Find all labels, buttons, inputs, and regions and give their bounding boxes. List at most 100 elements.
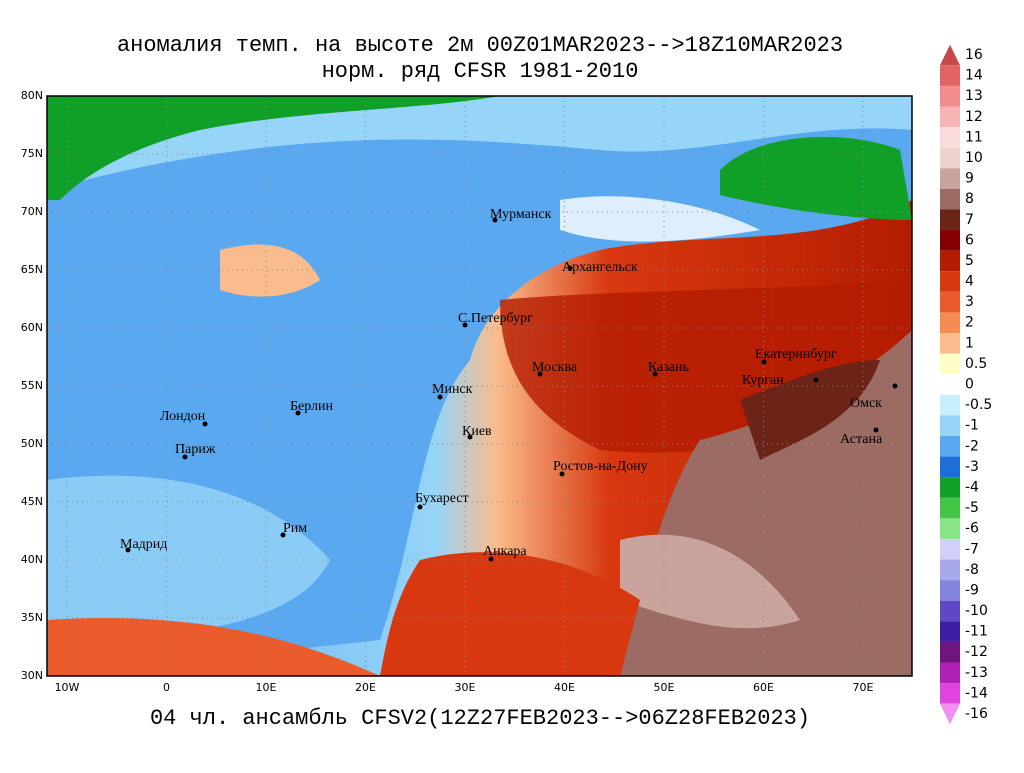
city-dot bbox=[559, 471, 565, 477]
city-dot bbox=[295, 410, 301, 416]
lat-label: 50N bbox=[21, 437, 43, 450]
city-label: Минск bbox=[432, 382, 473, 397]
city-dot bbox=[467, 434, 473, 440]
city-dot bbox=[873, 427, 879, 433]
colorbar-box bbox=[940, 353, 960, 375]
colorbar-box bbox=[940, 85, 960, 107]
colorbar-box bbox=[940, 147, 960, 169]
lat-label: 40N bbox=[21, 553, 43, 566]
city-label: Киев bbox=[462, 424, 492, 439]
city-dot bbox=[813, 377, 819, 383]
colorbar-label: 6 bbox=[965, 232, 974, 248]
colorbar-label: -4 bbox=[965, 479, 979, 495]
colorbar-label: 11 bbox=[965, 129, 983, 145]
colorbar-label: -6 bbox=[965, 521, 979, 537]
city-dot bbox=[280, 532, 286, 538]
city-label: Курган bbox=[742, 373, 784, 388]
colorbar-box bbox=[940, 271, 960, 292]
colorbar-box bbox=[940, 168, 960, 189]
colorbar-label: -16 bbox=[965, 706, 988, 722]
city-label: Астана bbox=[840, 432, 883, 447]
colorbar-box bbox=[940, 559, 960, 581]
lon-label: 70E bbox=[853, 681, 874, 694]
colorbar-box bbox=[940, 312, 960, 334]
city-dot bbox=[892, 383, 898, 389]
colorbar-label: 8 bbox=[965, 191, 974, 207]
city-label: Ростов-на-Дону bbox=[553, 459, 648, 474]
lon-label: 50E bbox=[654, 681, 675, 694]
lon-label: 10W bbox=[55, 681, 80, 694]
colorbar-label: -5 bbox=[965, 500, 979, 516]
colorbar-box bbox=[940, 683, 960, 704]
colorbar-box bbox=[940, 65, 960, 86]
lon-label: 60E bbox=[753, 681, 774, 694]
colorbar-label: 10 bbox=[965, 150, 983, 166]
lat-label: 45N bbox=[21, 495, 43, 508]
colorbar-label: -8 bbox=[965, 562, 979, 578]
lat-label: 65N bbox=[21, 263, 43, 276]
city-dot bbox=[761, 359, 767, 365]
city-label: Берлин bbox=[290, 399, 334, 414]
colorbar-label: -10 bbox=[965, 603, 988, 619]
lon-label: 20E bbox=[355, 681, 376, 694]
city-dot bbox=[492, 217, 498, 223]
city-dot bbox=[182, 454, 188, 460]
colorbar-label: 7 bbox=[965, 212, 974, 228]
colorbar-label: 4 bbox=[965, 274, 974, 290]
city-label: С.Петербург bbox=[458, 311, 533, 326]
colorbar-label: 12 bbox=[965, 109, 983, 125]
colorbar-box bbox=[940, 127, 960, 148]
colorbar-box bbox=[940, 600, 960, 622]
city-label: Лондон bbox=[160, 409, 206, 424]
city-label: Омск bbox=[850, 396, 882, 411]
city-label: Архангельск bbox=[562, 260, 638, 275]
colorbar-box bbox=[940, 106, 960, 128]
colorbar-box bbox=[940, 538, 960, 560]
cities: Мурманск Архангельск С.Петербург Москва Каза… bbox=[120, 207, 898, 562]
colorbar-box bbox=[940, 188, 960, 210]
colorbar-label: -13 bbox=[965, 665, 988, 681]
colorbar-box bbox=[940, 394, 960, 416]
lat-label: 70N bbox=[21, 205, 43, 218]
colorbar-box bbox=[940, 374, 960, 395]
city-dot bbox=[537, 371, 543, 377]
colorbar-box bbox=[940, 518, 960, 539]
city-label: Анкара bbox=[483, 544, 527, 559]
colorbar-label: 0.5 bbox=[965, 356, 987, 372]
colorbar-label: -14 bbox=[965, 685, 988, 701]
colorbar-label: 13 bbox=[965, 88, 983, 104]
city-dot bbox=[202, 421, 208, 427]
lat-label: 55N bbox=[21, 379, 43, 392]
title: аномалия темп. на высоте 2м 00Z01MAR2023… bbox=[117, 33, 843, 58]
colorbar-box bbox=[940, 641, 960, 663]
lon-label: 30E bbox=[455, 681, 476, 694]
colorbar-label: 3 bbox=[965, 294, 974, 310]
lat-label: 60N bbox=[21, 321, 43, 334]
footer: 04 чл. ансамбль CFSV2(12Z27FEB2023-->06Z… bbox=[150, 706, 810, 731]
colorbar-label: 1 bbox=[965, 335, 974, 351]
city-dot bbox=[462, 322, 468, 328]
colorbar-label: 16 bbox=[965, 47, 983, 63]
city-label: Бухарест bbox=[415, 491, 469, 506]
city-label: Мадрид bbox=[120, 537, 167, 552]
colorbar-box bbox=[940, 291, 960, 313]
colorbar-label: 2 bbox=[965, 315, 974, 331]
city-label: Рим bbox=[283, 521, 307, 536]
lat-label: 75N bbox=[21, 147, 43, 160]
lat-label: 80N bbox=[21, 89, 43, 102]
lon-label: 10E bbox=[256, 681, 277, 694]
colorbar-label: -3 bbox=[965, 459, 979, 475]
colorbar-label: 14 bbox=[965, 68, 983, 84]
colorbar-box bbox=[940, 435, 960, 457]
colorbar-box bbox=[940, 662, 960, 684]
city-dot bbox=[125, 547, 131, 553]
anomaly-field bbox=[47, 96, 912, 676]
colorbar-box bbox=[940, 456, 960, 478]
city-dot bbox=[652, 371, 658, 377]
colorbar-label: -1 bbox=[965, 418, 979, 434]
colorbar-box bbox=[940, 477, 960, 498]
colorbar: 16 14 13 12 11 10 9 8 7 6 5 4 3 2 1 0.5 0 -0.5 -1 -2 -3 -4 -5 -… bbox=[940, 44, 992, 725]
colorbar-box bbox=[940, 580, 960, 601]
